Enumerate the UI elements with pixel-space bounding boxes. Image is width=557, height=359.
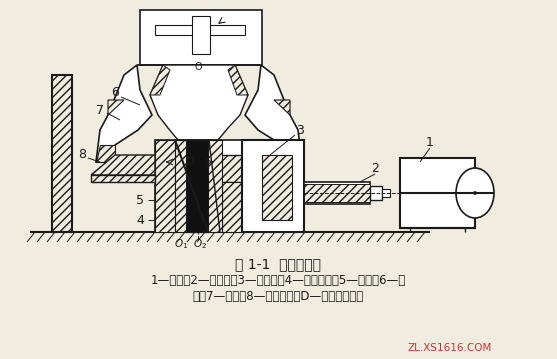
Polygon shape <box>96 145 115 162</box>
Bar <box>262 170 267 174</box>
Bar <box>262 155 292 220</box>
Text: O: O <box>194 62 202 72</box>
Bar <box>262 160 267 164</box>
Polygon shape <box>245 65 302 162</box>
Polygon shape <box>91 155 155 175</box>
Text: 1: 1 <box>426 135 434 149</box>
Text: 图 1-1  圆锥破碎机: 图 1-1 圆锥破碎机 <box>235 257 321 271</box>
Text: 3: 3 <box>296 123 304 136</box>
Bar <box>220 155 262 182</box>
Text: 1—马达；2—传动轴；3—伞齿轮；4—偏心轴套；5—主轴；6—动: 1—马达；2—传动轴；3—伞齿轮；4—偏心轴套；5—主轴；6—动 <box>150 275 405 288</box>
Polygon shape <box>282 145 302 162</box>
Polygon shape <box>91 175 155 182</box>
Polygon shape <box>150 65 170 95</box>
Text: $O_1$: $O_1$ <box>174 237 188 251</box>
Bar <box>262 155 267 159</box>
Text: D: D <box>185 157 194 167</box>
Text: $O_2$: $O_2$ <box>193 237 207 251</box>
Bar <box>192 16 210 54</box>
Ellipse shape <box>456 168 494 218</box>
Polygon shape <box>108 100 124 115</box>
Text: 4: 4 <box>136 214 144 227</box>
Bar <box>186 140 208 232</box>
Bar <box>262 165 267 169</box>
Bar <box>400 158 475 228</box>
Bar <box>304 182 370 204</box>
Bar <box>370 186 382 200</box>
Bar <box>155 140 242 232</box>
Bar <box>175 140 222 232</box>
Text: 6: 6 <box>111 85 119 98</box>
Polygon shape <box>274 100 290 115</box>
Polygon shape <box>96 65 152 162</box>
Text: 2: 2 <box>371 162 379 174</box>
Text: 8: 8 <box>78 149 86 162</box>
Bar <box>242 140 304 232</box>
Polygon shape <box>228 65 248 95</box>
Bar <box>262 175 267 179</box>
Bar <box>304 184 370 202</box>
Bar <box>115 162 282 182</box>
Text: 锥；7—定锥；8—球面轴承；D—动锥底部直径: 锥；7—定锥；8—球面轴承；D—动锥底部直径 <box>192 289 364 303</box>
Bar <box>382 189 390 197</box>
Text: 5: 5 <box>136 194 144 206</box>
Polygon shape <box>150 65 248 140</box>
Polygon shape <box>222 182 242 232</box>
Bar <box>262 180 267 184</box>
Bar <box>52 75 72 232</box>
Text: 7: 7 <box>96 103 104 117</box>
Ellipse shape <box>473 191 476 195</box>
Polygon shape <box>155 140 175 232</box>
Bar <box>140 10 262 65</box>
Bar <box>155 25 245 35</box>
Text: ZL.XS1616.COM: ZL.XS1616.COM <box>408 343 492 353</box>
